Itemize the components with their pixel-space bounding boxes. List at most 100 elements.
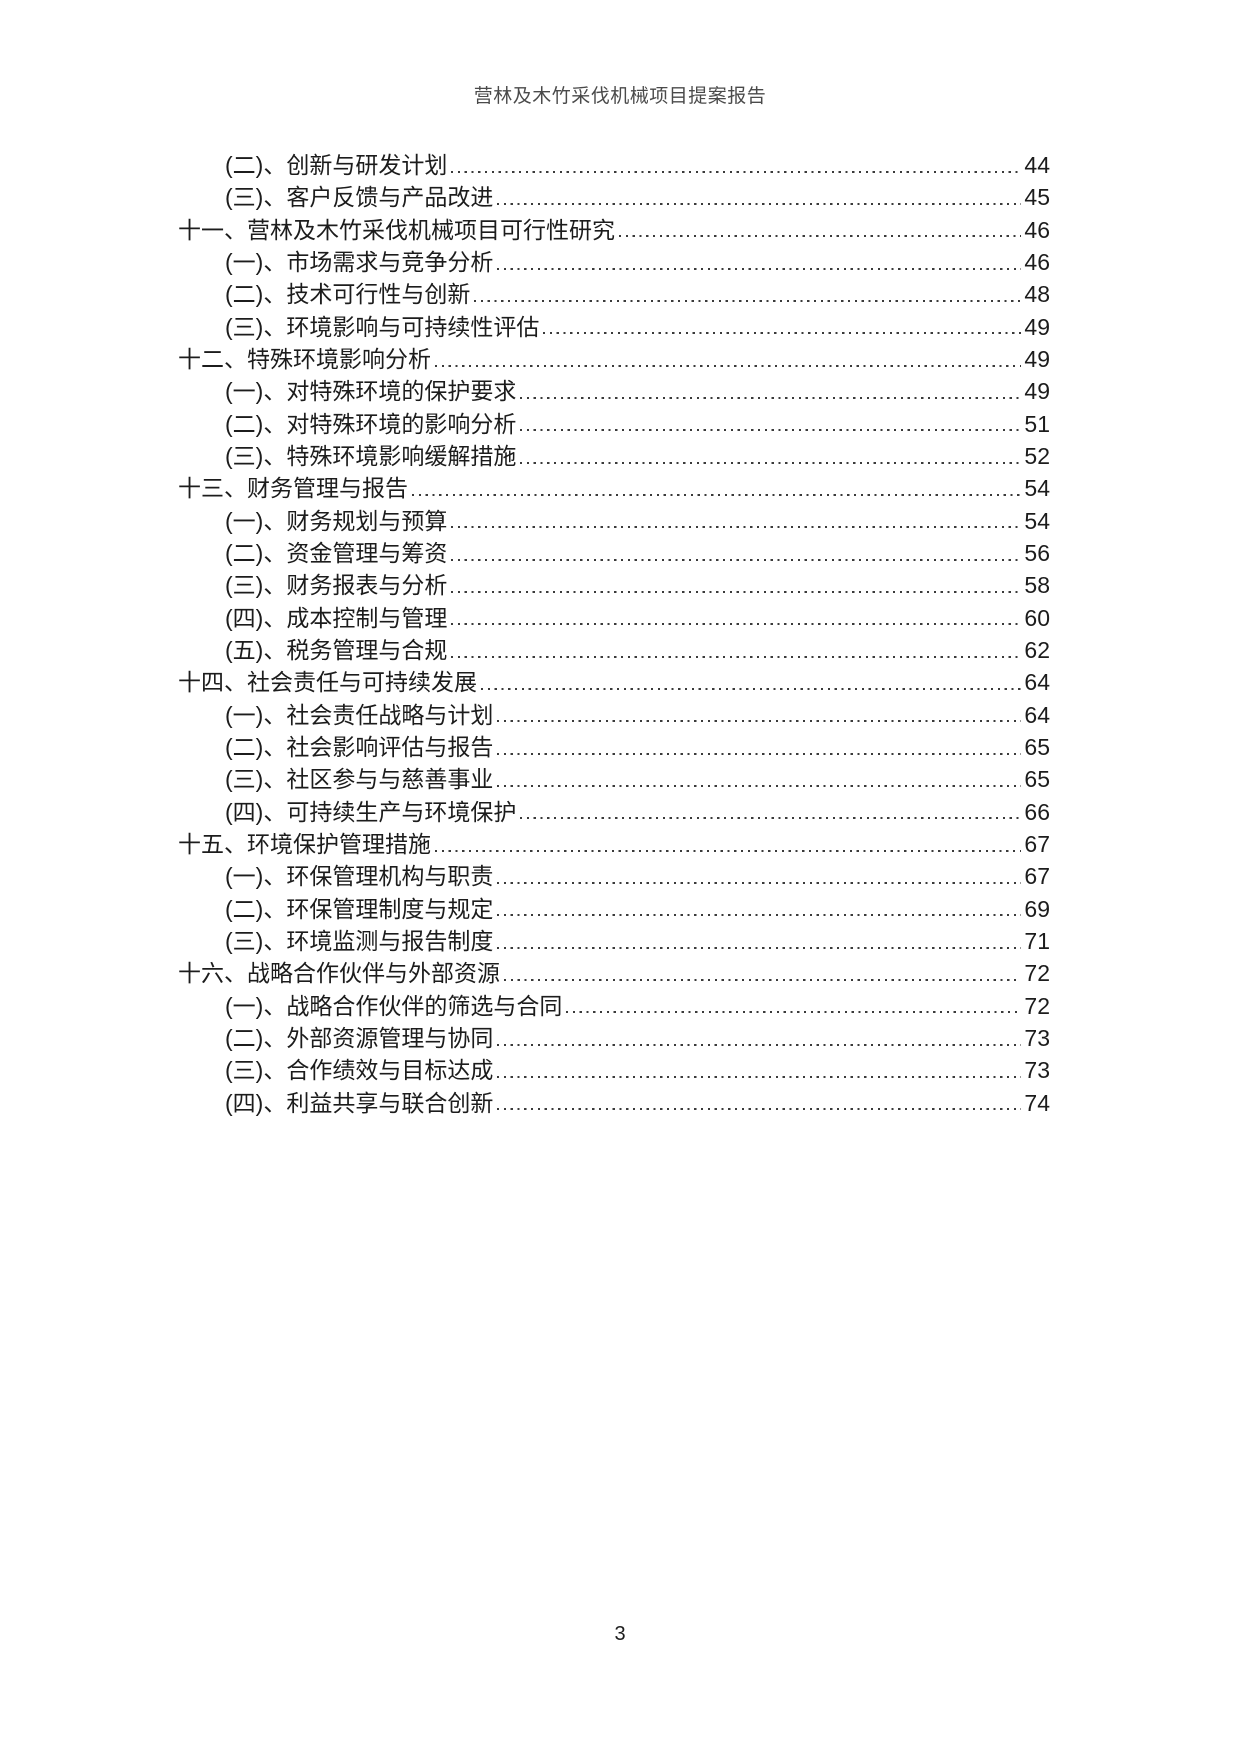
toc-entry-page-number: 54 — [1024, 507, 1050, 534]
toc-entry[interactable]: 十六、战略合作伙伴与外部资源 72 — [178, 957, 1050, 989]
toc-entry[interactable]: (一)、战略合作伙伴的筛选与合同 72 — [178, 990, 1050, 1022]
toc-entry-page-number: 67 — [1024, 830, 1050, 857]
toc-entry-label: (一)、市场需求与竞争分析 — [225, 248, 494, 275]
toc-entry-label: (三)、环境影响与可持续性评估 — [225, 313, 540, 340]
toc-entry-page-number: 51 — [1024, 410, 1050, 437]
toc-entry-label: (四)、利益共享与联合创新 — [225, 1089, 494, 1116]
toc-entry[interactable]: (二)、资金管理与筹资 56 — [178, 537, 1050, 569]
toc-entry-label: 十五、环境保护管理措施 — [178, 830, 431, 857]
toc-entry-label: 十四、社会责任与可持续发展 — [178, 669, 477, 696]
toc-entry-label: 十三、财务管理与报告 — [178, 475, 408, 502]
toc-entry[interactable]: (二)、环保管理制度与规定 69 — [178, 893, 1050, 925]
toc-dot-leader — [435, 363, 1022, 367]
toc-entry-page-number: 52 — [1024, 442, 1050, 469]
toc-entry-page-number: 73 — [1024, 1024, 1050, 1051]
toc-entry-label: (二)、外部资源管理与协同 — [225, 1024, 494, 1051]
toc-dot-leader — [451, 557, 1022, 561]
toc-dot-leader — [497, 719, 1022, 723]
toc-entry[interactable]: 十五、环境保护管理措施 67 — [178, 828, 1050, 860]
toc-dot-leader — [619, 234, 1022, 238]
toc-dot-leader — [474, 299, 1022, 303]
toc-dot-leader — [435, 848, 1022, 852]
toc-entry-label: (三)、财务报表与分析 — [225, 572, 448, 599]
toc-dot-leader — [497, 881, 1022, 885]
toc-entry-label: (二)、社会影响评估与报告 — [225, 733, 494, 760]
toc-entry-label: (二)、对特殊环境的影响分析 — [225, 410, 517, 437]
toc-entry[interactable]: (一)、市场需求与竞争分析 46 — [178, 246, 1050, 278]
toc-entry-page-number: 54 — [1024, 475, 1050, 502]
toc-dot-leader — [451, 654, 1022, 658]
toc-entry-label: (四)、成本控制与管理 — [225, 604, 448, 631]
toc-entry-label: (一)、环保管理机构与职责 — [225, 863, 494, 890]
toc-entry[interactable]: (四)、成本控制与管理 60 — [178, 602, 1050, 634]
toc-dot-leader — [497, 751, 1022, 755]
toc-entry-label: (三)、客户反馈与产品改进 — [225, 184, 494, 211]
toc-entry-page-number: 74 — [1024, 1089, 1050, 1116]
toc-entry[interactable]: (三)、特殊环境影响缓解措施 52 — [178, 440, 1050, 472]
toc-entry[interactable]: (三)、环境监测与报告制度 71 — [178, 925, 1050, 957]
toc-entry[interactable]: (一)、对特殊环境的保护要求 49 — [178, 375, 1050, 407]
toc-dot-leader — [543, 331, 1022, 335]
toc-entry[interactable]: (一)、环保管理机构与职责 67 — [178, 860, 1050, 892]
toc-dot-leader — [451, 622, 1022, 626]
toc-entry[interactable]: (二)、外部资源管理与协同 73 — [178, 1022, 1050, 1054]
toc-dot-leader — [497, 266, 1022, 270]
toc-entry-page-number: 69 — [1024, 895, 1050, 922]
toc-dot-leader — [504, 978, 1022, 982]
toc-dot-leader — [497, 1107, 1022, 1111]
toc-entry-page-number: 56 — [1024, 539, 1050, 566]
toc-entry[interactable]: (三)、财务报表与分析 58 — [178, 569, 1050, 601]
toc-entry-page-number: 64 — [1024, 701, 1050, 728]
toc-dot-leader — [520, 816, 1022, 820]
toc-entry-page-number: 49 — [1024, 378, 1050, 405]
toc-entry-label: 十一、营林及木竹采伐机械项目可行性研究 — [178, 216, 615, 243]
toc-entry-label: (二)、技术可行性与创新 — [225, 281, 471, 308]
toc-entry-label: (三)、特殊环境影响缓解措施 — [225, 442, 517, 469]
toc-dot-leader — [497, 913, 1022, 917]
toc-entry[interactable]: (四)、利益共享与联合创新 74 — [178, 1087, 1050, 1119]
toc-entry[interactable]: (二)、技术可行性与创新 48 — [178, 278, 1050, 310]
toc-dot-leader — [520, 428, 1022, 432]
toc-entry[interactable]: 十一、营林及木竹采伐机械项目可行性研究 46 — [178, 214, 1050, 246]
toc-entry-label: (一)、社会责任战略与计划 — [225, 701, 494, 728]
toc-entry-label: (三)、环境监测与报告制度 — [225, 927, 494, 954]
toc-dot-leader — [497, 202, 1022, 206]
toc-dot-leader — [497, 1042, 1022, 1046]
toc-entry[interactable]: (四)、可持续生产与环境保护 66 — [178, 796, 1050, 828]
toc-dot-leader — [497, 784, 1022, 788]
toc-entry[interactable]: 十二、特殊环境影响分析 49 — [178, 343, 1050, 375]
toc-entry-page-number: 65 — [1024, 733, 1050, 760]
toc-entry-page-number: 62 — [1024, 636, 1050, 663]
toc-entry[interactable]: (二)、对特殊环境的影响分析 51 — [178, 408, 1050, 440]
toc-entry-page-number: 44 — [1024, 152, 1050, 178]
toc-entry[interactable]: (一)、社会责任战略与计划 64 — [178, 699, 1050, 731]
toc-dot-leader — [412, 493, 1022, 497]
toc-entry-label: (三)、合作绩效与目标达成 — [225, 1057, 494, 1084]
toc-entry[interactable]: 十三、财务管理与报告 54 — [178, 472, 1050, 504]
page-number: 3 — [614, 1623, 626, 1645]
toc-entry-page-number: 46 — [1024, 216, 1050, 243]
toc-entry[interactable]: (三)、客户反馈与产品改进 45 — [178, 181, 1050, 213]
toc-entry-page-number: 45 — [1024, 184, 1050, 211]
toc-entry-label: (二)、创新与研发计划 — [225, 152, 448, 178]
toc-entry-page-number: 67 — [1024, 863, 1050, 890]
toc-entry-label: (三)、社区参与与慈善事业 — [225, 766, 494, 793]
toc-entry[interactable]: (三)、社区参与与慈善事业 65 — [178, 763, 1050, 795]
toc-entry[interactable]: (二)、社会影响评估与报告 65 — [178, 731, 1050, 763]
toc-entry[interactable]: 十四、社会责任与可持续发展 64 — [178, 666, 1050, 698]
toc-entry-page-number: 60 — [1024, 604, 1050, 631]
toc-dot-leader — [497, 1075, 1022, 1079]
toc-entry-label: (四)、可持续生产与环境保护 — [225, 798, 517, 825]
toc-entry[interactable]: (一)、财务规划与预算 54 — [178, 505, 1050, 537]
toc-entry-page-number: 48 — [1024, 281, 1050, 308]
toc-entry-label: (一)、对特殊环境的保护要求 — [225, 378, 517, 405]
toc-entry-label: (一)、财务规划与预算 — [225, 507, 448, 534]
toc-dot-leader — [451, 170, 1022, 173]
toc-entry[interactable]: (三)、环境影响与可持续性评估 49 — [178, 311, 1050, 343]
toc-entry-page-number: 71 — [1024, 927, 1050, 954]
toc-entry[interactable]: (二)、创新与研发计划 44 — [178, 149, 1050, 181]
toc-entry[interactable]: (五)、税务管理与合规 62 — [178, 634, 1050, 666]
toc-dot-leader — [520, 396, 1022, 400]
toc-entry-page-number: 66 — [1024, 798, 1050, 825]
toc-entry[interactable]: (三)、合作绩效与目标达成 73 — [178, 1054, 1050, 1086]
